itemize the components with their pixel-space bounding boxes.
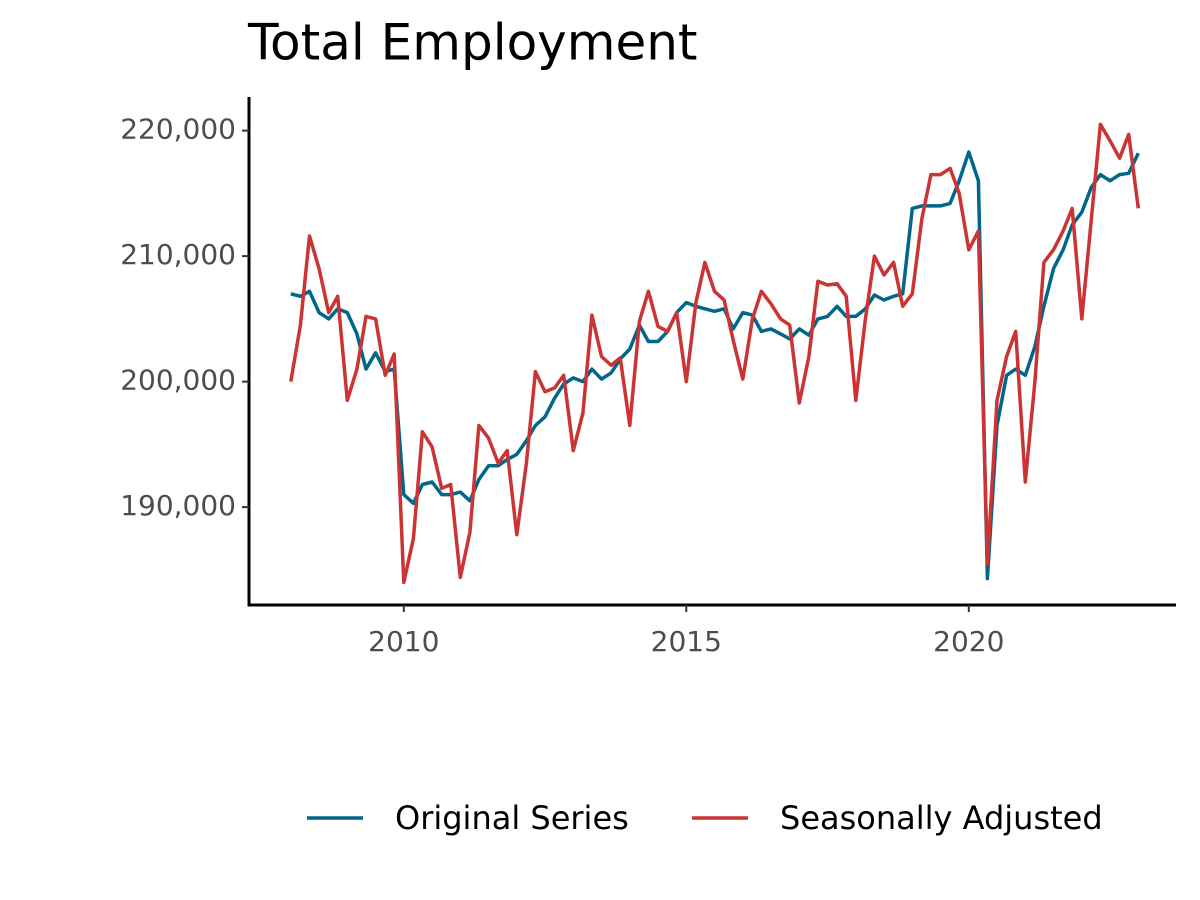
x-tick-label: 2010 xyxy=(368,625,439,658)
y-tick-label: 190,000 xyxy=(120,489,236,522)
x-tick-label: 2015 xyxy=(651,625,722,658)
legend-label: Seasonally Adjusted xyxy=(780,799,1103,837)
x-tick-label: 2020 xyxy=(933,625,1004,658)
series-line xyxy=(290,150,1140,581)
y-tick-label: 220,000 xyxy=(120,113,236,146)
y-tick-label: 200,000 xyxy=(120,364,236,397)
series-line xyxy=(289,122,1141,585)
y-tick-label: 210,000 xyxy=(120,238,236,271)
legend-label: Original Series xyxy=(395,799,629,837)
chart-title: Total Employment xyxy=(247,14,698,72)
